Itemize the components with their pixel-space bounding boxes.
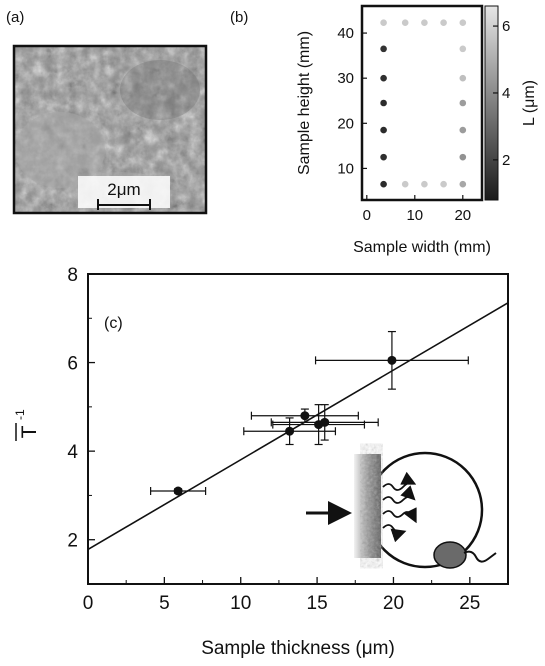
fit-line [87, 302, 509, 551]
panel-b-point-5 [380, 45, 387, 53]
panel-b-point-3 [440, 19, 447, 26]
panel-b-ticks: 0 10 20 10 20 30 40 [337, 25, 471, 224]
panel-c-xtick-label-2: 10 [230, 593, 251, 614]
panel-c-marker-5 [387, 355, 397, 365]
panel-c-ticks: 0 5 10 15 20 25 2 4 6 8 [67, 265, 480, 614]
panel-c-xtick-label-5: 25 [459, 593, 480, 614]
panel-b-point-11 [401, 180, 409, 188]
panel-c-ytick-label-2: 6 [67, 354, 78, 375]
panel-b-point-19 [459, 153, 467, 161]
scale-bar-label: 2μm [107, 180, 140, 199]
panel-c-xtick-label-1: 5 [159, 593, 170, 614]
panel-b-point-13 [440, 180, 447, 188]
panel-b-xlabel: Sample width (mm) [353, 239, 491, 256]
colorbar-label: L (μm) [521, 80, 538, 126]
panel-b-ytick-label-3: 40 [337, 25, 354, 42]
panel-b-point-10 [380, 180, 387, 188]
scattered-light-arrows [382, 471, 417, 543]
panel-c-point-2 [250, 408, 359, 423]
panel-c-point-4 [270, 404, 379, 441]
panel-c-ylabel: T -1 [13, 409, 41, 441]
panel-c-ylabel-main: T [18, 425, 41, 438]
panel-a-label: (a) [6, 9, 24, 26]
panel-c: (c) 0 5 10 15 20 25 2 4 6 8 Sample thickness (μm)… [0, 262, 545, 666]
colorbar-ticks: 2 4 6 [493, 18, 510, 169]
panel-b-point-2 [421, 19, 428, 26]
panel-c-marker-4 [320, 417, 330, 427]
panel-c-marker-2 [300, 411, 310, 421]
panel-b-point-8 [380, 126, 387, 134]
panel-c-marker-1 [285, 426, 295, 436]
panel-c-xlabel: Sample thickness (μm) [201, 638, 395, 659]
panel-a: (a) 2μm [0, 0, 230, 225]
panel-c-xtick-label-0: 0 [83, 593, 94, 614]
panel-c-svg: (c) 0 5 10 15 20 25 2 4 6 8 Sample thickness (μm)… [13, 265, 509, 659]
panel-c-ytick-label-3: 8 [67, 265, 78, 286]
panel-b-point-7 [380, 99, 387, 107]
panel-b-label: (b) [230, 9, 248, 26]
panel-b-point-15 [459, 45, 467, 53]
panel-b-ytick-label-0: 10 [337, 160, 354, 177]
panel-c-ytick-label-0: 2 [67, 531, 78, 552]
colorbar [484, 5, 499, 201]
panel-b-point-16 [459, 74, 467, 82]
panel-b-point-12 [421, 180, 428, 188]
colorbar-tick-label-2: 6 [502, 18, 510, 35]
panel-c-point-1 [243, 417, 337, 446]
panel-b-points [380, 19, 467, 188]
panel-b-xtick-label-2: 20 [454, 207, 471, 224]
panel-a-svg: (a) 2μm [6, 9, 208, 215]
panel-b-point-0 [380, 19, 387, 26]
panel-b-point-17 [459, 99, 467, 107]
panel-b-point-14 [459, 180, 467, 188]
panel-b-ylabel: Sample height (mm) [296, 31, 313, 175]
colorbar-tick-label-0: 2 [502, 152, 510, 169]
panel-c-ytick-label-1: 4 [67, 442, 78, 463]
panel-b-point-6 [380, 74, 387, 82]
panel-c-points [150, 330, 469, 496]
panel-c-marker-0 [173, 486, 183, 496]
panel-c-label: (c) [104, 315, 123, 332]
setup-schematic [306, 451, 497, 569]
colorbar-tick-label-1: 4 [502, 85, 510, 102]
panel-c-xtick-label-4: 20 [383, 593, 404, 614]
panel-b-xtick-label-1: 10 [406, 207, 423, 224]
panel-b-xtick-label-0: 0 [363, 207, 371, 224]
panel-c-point-0 [150, 486, 207, 496]
panel-b-ytick-label-1: 20 [337, 115, 354, 132]
panel-b-point-18 [459, 126, 467, 134]
panel-b-point-9 [380, 153, 387, 161]
panel-c-xtick-label-3: 15 [307, 593, 328, 614]
panel-c-point-5 [314, 330, 469, 390]
panel-b-point-4 [459, 19, 467, 26]
detector-icon [433, 541, 497, 569]
panel-b-ytick-label-2: 30 [337, 70, 354, 87]
panel-c-ylabel-sup: -1 [13, 409, 27, 420]
panel-b-point-1 [401, 19, 409, 26]
scale-bar: 2μm [78, 176, 170, 210]
